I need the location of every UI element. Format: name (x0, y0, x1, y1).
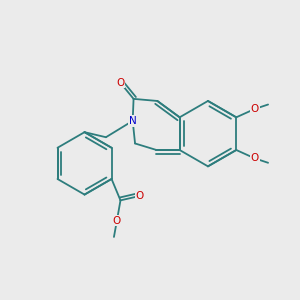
Text: O: O (116, 77, 124, 88)
Text: O: O (136, 191, 144, 201)
Text: O: O (250, 104, 259, 114)
Text: O: O (113, 216, 121, 226)
Text: N: N (129, 116, 136, 126)
Text: O: O (250, 153, 259, 163)
